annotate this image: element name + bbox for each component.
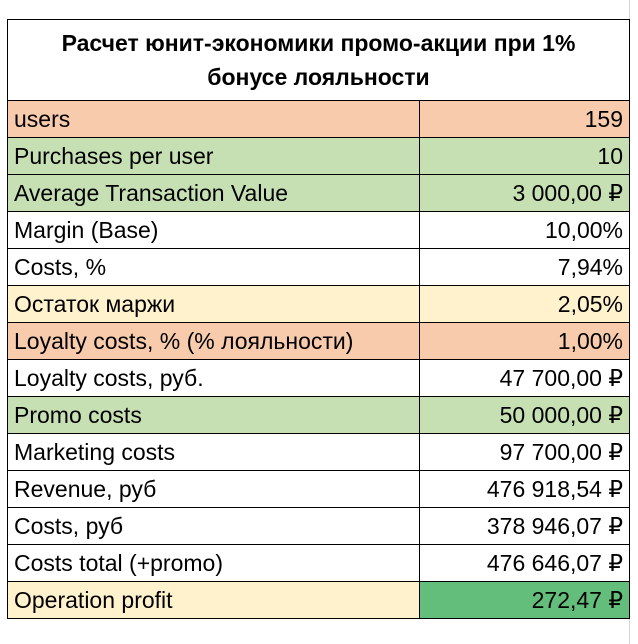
label-cell-operation-profit[interactable]: Operation profit [7, 581, 420, 619]
table-title-line-1: Расчет юнит-экономики промо-акции при 1% [61, 30, 576, 56]
label-cell-loyalty-costs-percent[interactable]: Loyalty costs, % (% лояльности) [7, 322, 420, 360]
table-row-costs-percent: Costs, % 7,94% [7, 248, 630, 286]
label-cell-average-transaction-value[interactable]: Average Transaction Value [7, 174, 420, 212]
value-cell-marketing-costs[interactable]: 97 700,00 ₽ [419, 433, 630, 471]
value-cell-margin-base[interactable]: 10,00% [419, 211, 630, 249]
label-cell-costs-rub[interactable]: Costs, руб [7, 507, 420, 545]
value-cell-loyalty-costs-rub[interactable]: 47 700,00 ₽ [419, 359, 630, 397]
table-title-cell[interactable]: Расчет юнит-экономики промо-акции при 1%… [7, 19, 630, 101]
value-cell-revenue-rub[interactable]: 476 918,54 ₽ [419, 470, 630, 508]
value-cell-purchases-per-user[interactable]: 10 [419, 137, 630, 175]
label-cell-loyalty-costs-rub[interactable]: Loyalty costs, руб. [7, 359, 420, 397]
value-cell-costs-total[interactable]: 476 646,07 ₽ [419, 544, 630, 582]
table-row-marketing-costs: Marketing costs 97 700,00 ₽ [7, 433, 630, 471]
value-cell-costs-rub[interactable]: 378 946,07 ₽ [419, 507, 630, 545]
value-cell-users[interactable]: 159 [419, 100, 630, 138]
table-title-line-2: бонусе лояльности [207, 64, 430, 90]
value-cell-costs-percent[interactable]: 7,94% [419, 248, 630, 286]
label-cell-marketing-costs[interactable]: Marketing costs [7, 433, 420, 471]
label-cell-margin-remainder[interactable]: Остаток маржи [7, 285, 420, 323]
table-row-margin-base: Margin (Base) 10,00% [7, 211, 630, 249]
table-row-purchases-per-user: Purchases per user 10 [7, 137, 630, 175]
table-row-costs-rub: Costs, руб 378 946,07 ₽ [7, 507, 630, 545]
label-cell-margin-base[interactable]: Margin (Base) [7, 211, 420, 249]
table-row-average-transaction-value: Average Transaction Value 3 000,00 ₽ [7, 174, 630, 212]
value-cell-promo-costs[interactable]: 50 000,00 ₽ [419, 396, 630, 434]
table-row-users: users 159 [7, 100, 630, 138]
table-row-promo-costs: Promo costs 50 000,00 ₽ [7, 396, 630, 434]
label-cell-costs-total[interactable]: Costs total (+promo) [7, 544, 420, 582]
label-cell-costs-percent[interactable]: Costs, % [7, 248, 420, 286]
table-row-revenue-rub: Revenue, руб 476 918,54 ₽ [7, 470, 630, 508]
value-cell-margin-remainder[interactable]: 2,05% [419, 285, 630, 323]
label-cell-users[interactable]: users [7, 100, 420, 138]
table-row-loyalty-costs-percent: Loyalty costs, % (% лояльности) 1,00% [7, 322, 630, 360]
value-cell-loyalty-costs-percent[interactable]: 1,00% [419, 322, 630, 360]
table-row-margin-remainder: Остаток маржи 2,05% [7, 285, 630, 323]
table-row-loyalty-costs-rub: Loyalty costs, руб. 47 700,00 ₽ [7, 359, 630, 397]
label-cell-promo-costs[interactable]: Promo costs [7, 396, 420, 434]
value-cell-operation-profit[interactable]: 272,47 ₽ [419, 581, 630, 619]
label-cell-purchases-per-user[interactable]: Purchases per user [7, 137, 420, 175]
unit-economics-table: Расчет юнит-экономики промо-акции при 1%… [7, 19, 630, 619]
table-row-costs-total: Costs total (+promo) 476 646,07 ₽ [7, 544, 630, 582]
label-cell-revenue-rub[interactable]: Revenue, руб [7, 470, 420, 508]
value-cell-average-transaction-value[interactable]: 3 000,00 ₽ [419, 174, 630, 212]
gridline-column [629, 0, 638, 644]
table-row-operation-profit: Operation profit 272,47 ₽ [7, 581, 630, 619]
